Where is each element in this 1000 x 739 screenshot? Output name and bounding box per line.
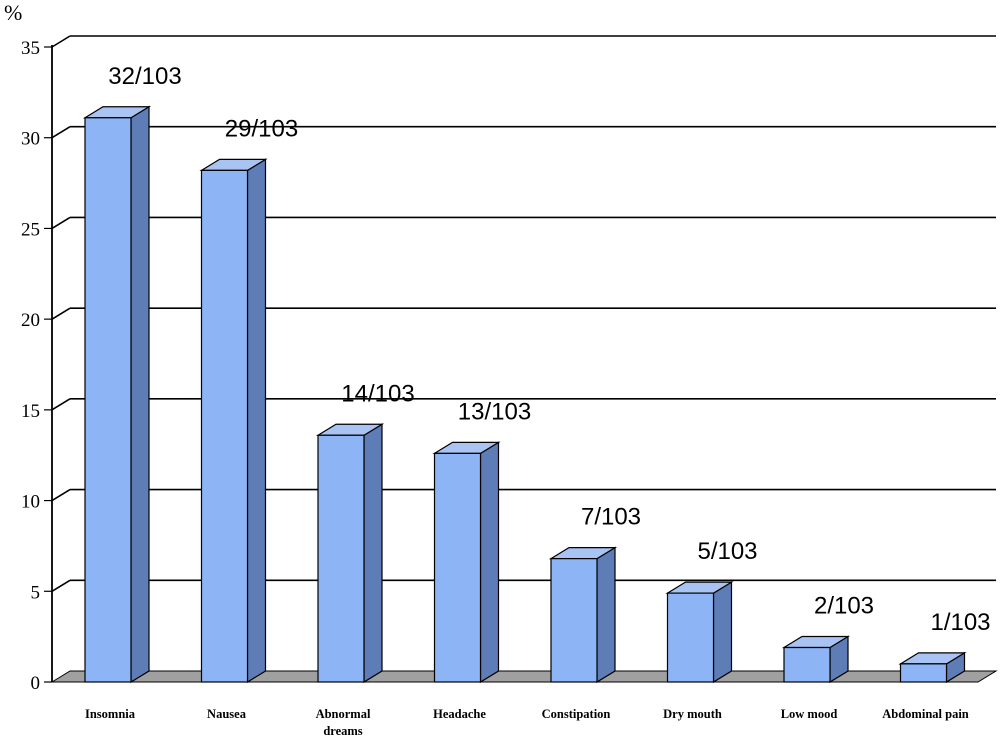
bar-side — [130, 105, 150, 684]
x-tick-label: dreams — [323, 724, 362, 738]
data-label: 1/103 — [930, 609, 990, 636]
bar-front — [666, 592, 715, 683]
y-tick-label: 15 — [21, 401, 40, 422]
bar-front — [899, 663, 948, 683]
y-tick-label: 25 — [21, 219, 40, 240]
data-label: 29/103 — [225, 115, 298, 142]
data-label: 14/103 — [341, 380, 414, 407]
gridline-depth — [51, 307, 71, 320]
bar — [898, 651, 967, 684]
data-labels: 32/103 29/103 14/103 13/103 7/103 5/103 2/103 1… — [108, 63, 990, 636]
bar-side — [246, 158, 267, 684]
data-label: 5/103 — [697, 538, 757, 565]
y-tick-label: 0 — [31, 673, 41, 694]
data-label: 2/103 — [814, 593, 874, 620]
x-tick-label: Abnormal — [316, 707, 371, 721]
y-tick-label: 35 — [21, 38, 40, 59]
bars — [82, 105, 967, 684]
bar — [315, 423, 385, 684]
x-tick-label: Low mood — [781, 707, 838, 721]
x-tick-label: Headache — [433, 707, 486, 721]
y-tick-label: 20 — [21, 310, 40, 331]
bar-side — [479, 441, 500, 684]
bar — [548, 546, 618, 684]
y-tick-label: 5 — [31, 582, 41, 603]
x-tick-label: Abdominal pain — [882, 707, 969, 721]
x-axis-labels: Insomnia Nausea Abnormal dreams Headache Cons… — [85, 707, 969, 738]
bar — [199, 158, 268, 684]
gridlines — [51, 35, 996, 592]
bar-side — [712, 581, 733, 684]
x-tick-label: Dry mouth — [663, 707, 722, 721]
bar — [665, 581, 734, 684]
bar-front — [200, 169, 249, 683]
gridline-depth — [51, 216, 71, 230]
y-axis-label: % — [4, 0, 22, 25]
gridline-depth — [51, 579, 71, 592]
bar-side — [596, 546, 616, 684]
bar-front — [433, 452, 482, 683]
y-axis: 0 5 10 15 20 25 30 35 — [21, 38, 53, 694]
bar-front — [550, 558, 598, 683]
gridline-depth — [51, 398, 71, 411]
bar — [781, 635, 851, 684]
bar — [82, 105, 152, 684]
y-tick-label: 10 — [21, 492, 40, 513]
data-label: 13/103 — [458, 398, 531, 425]
y-tick-label: 30 — [21, 129, 40, 150]
x-tick-label: Constipation — [542, 707, 611, 721]
gridline-depth — [51, 35, 71, 48]
bar — [432, 441, 501, 684]
bar-front — [317, 434, 365, 683]
bar-front — [84, 117, 132, 683]
bar-side — [363, 423, 383, 684]
x-tick-label: Insomnia — [85, 707, 136, 721]
gridline-depth — [51, 488, 71, 502]
data-label: 7/103 — [581, 504, 641, 531]
chart-floor — [50, 670, 998, 683]
x-tick-label: Nausea — [207, 707, 247, 721]
data-label: 32/103 — [108, 63, 181, 90]
gridline-depth — [51, 126, 71, 139]
floor-plane — [50, 670, 998, 683]
bar-front — [783, 646, 831, 683]
